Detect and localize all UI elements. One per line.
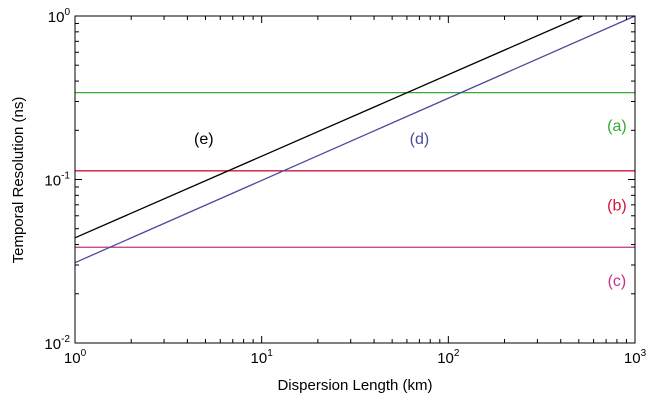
series-label-d: (d)	[410, 131, 430, 148]
y-tick-label: 10-1	[44, 171, 70, 190]
x-tick-label: 102	[437, 348, 460, 367]
x-tick-label: 101	[251, 348, 274, 367]
plot-frame	[74, 15, 636, 344]
curve-label-layer: (a) (b) (c) (d) (e)	[194, 118, 627, 290]
x-tick-exponent: 3	[641, 348, 647, 359]
x-tick-exponent: 0	[81, 348, 87, 359]
y-tick-exponent: -2	[61, 334, 70, 345]
x-tick-base: 10	[64, 350, 81, 367]
x-tick-exponent: 2	[454, 348, 460, 359]
y-tick-base: 10	[44, 336, 61, 353]
tick-layer	[75, 16, 635, 343]
series-label-a: (a)	[607, 118, 627, 135]
series-layer	[74, 15, 636, 264]
y-tick-base: 10	[48, 9, 65, 26]
x-tick-base: 10	[624, 350, 641, 367]
y-tick-exponent: -1	[61, 171, 70, 182]
y-axis-label: Temporal Resolution (ns)	[10, 97, 27, 264]
y-tick-base: 10	[44, 173, 61, 190]
y-tick-label: 10-2	[44, 334, 70, 353]
series-label-c: (c)	[608, 273, 627, 290]
series-label-b: (b)	[607, 197, 627, 214]
y-tick-exponent: 0	[64, 7, 70, 18]
y-tick-label: 100	[48, 7, 71, 26]
series-label-e: (e)	[194, 131, 214, 148]
x-tick-base: 10	[251, 350, 268, 367]
x-tick-base: 10	[437, 350, 454, 367]
x-axis-label: Dispersion Length (km)	[277, 377, 432, 394]
x-tick-label: 103	[624, 348, 647, 367]
series-line-d	[74, 15, 636, 264]
series-line-e	[74, 15, 583, 239]
plot-background	[75, 16, 635, 343]
x-tick-exponent: 1	[267, 348, 273, 359]
x-tick-label: 100	[64, 348, 87, 367]
